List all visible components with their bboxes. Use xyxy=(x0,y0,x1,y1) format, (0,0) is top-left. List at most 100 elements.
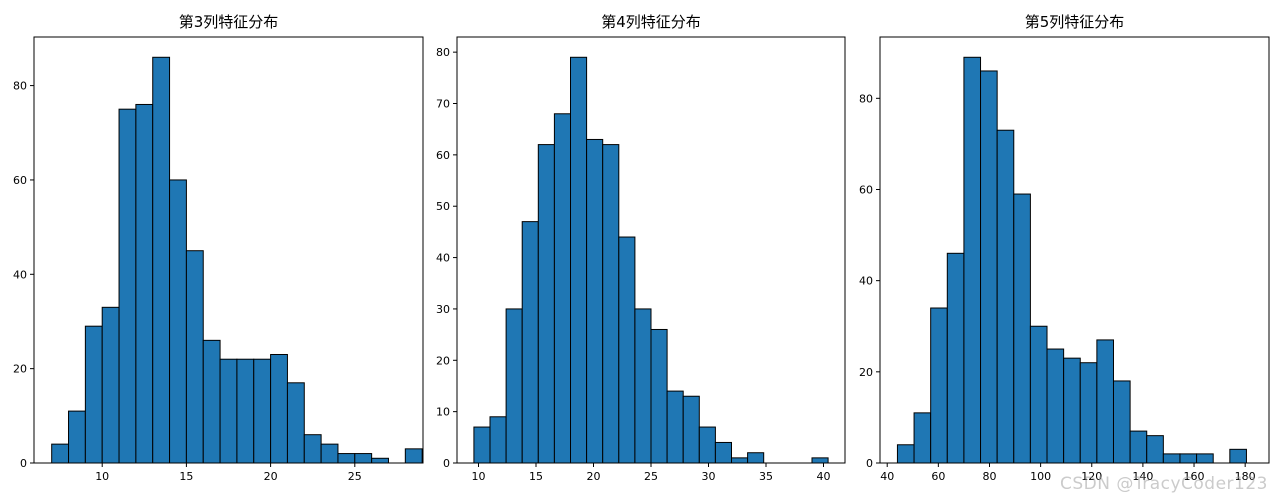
histogram-bar xyxy=(473,426,491,464)
histogram-bar xyxy=(84,325,103,464)
histogram-bar xyxy=(286,382,305,464)
axes-frame xyxy=(879,36,1270,464)
x-tick-label: 140 xyxy=(1132,470,1153,483)
histogram-bar xyxy=(666,390,684,464)
y-tick-label: 60 xyxy=(859,183,873,196)
y-tick-label: 60 xyxy=(13,174,27,187)
x-tick-label: 20 xyxy=(264,470,278,483)
y-tick-label: 20 xyxy=(13,363,27,376)
histogram-bar xyxy=(354,453,373,464)
chart-title: 第4列特征分布 xyxy=(601,13,701,31)
histogram-bar xyxy=(202,339,221,464)
histogram-bar xyxy=(1162,453,1181,464)
histogram-bar xyxy=(913,412,932,464)
histogram-bar xyxy=(963,56,982,464)
histogram-bar xyxy=(135,103,154,464)
x-tick-label: 15 xyxy=(529,470,543,483)
histogram-bar xyxy=(980,70,998,464)
histogram-bar xyxy=(553,113,572,464)
y-tick-label: 70 xyxy=(436,98,450,111)
x-tick-label: 180 xyxy=(1235,470,1256,483)
histogram-bar xyxy=(404,448,423,464)
histogram-bar xyxy=(118,108,137,464)
histogram-bar xyxy=(169,179,187,464)
y-tick-label: 60 xyxy=(436,149,450,162)
histogram-bar xyxy=(1129,430,1148,464)
histogram-bar xyxy=(68,410,86,464)
x-tick-label: 100 xyxy=(1030,470,1051,483)
chart-title: 第3列特征分布 xyxy=(179,13,279,31)
x-tick-label: 30 xyxy=(701,470,715,483)
y-tick-label: 20 xyxy=(859,366,873,379)
histogram-bar xyxy=(101,306,120,464)
histogram-bar xyxy=(270,353,288,464)
histogram-bar xyxy=(1013,193,1031,464)
x-tick-label: 35 xyxy=(759,470,773,483)
histogram-bar xyxy=(634,308,652,464)
y-tick-label: 80 xyxy=(436,46,450,59)
histogram-bar xyxy=(1096,339,1114,464)
x-tick-label: 15 xyxy=(179,470,193,483)
histogram-panel-5: 第5列特征分布 40 60 80 100 120 140 160 180 0 20 40 60 80 xyxy=(859,13,1270,483)
y-tick-label: 10 xyxy=(436,406,450,419)
x-tick-label: 25 xyxy=(348,470,362,483)
y-tick-label: 50 xyxy=(436,200,450,213)
histogram-bar xyxy=(337,453,356,464)
histogram-bar xyxy=(714,441,732,464)
y-tick-label: 0 xyxy=(20,457,27,470)
histogram-bar xyxy=(1196,453,1214,464)
histogram-bar xyxy=(1046,348,1065,464)
histogram-bar xyxy=(811,457,829,464)
histogram-bar xyxy=(1112,380,1131,464)
y-tick-label: 0 xyxy=(443,457,450,470)
histogram-bar xyxy=(371,457,389,464)
histogram-bar xyxy=(489,416,507,464)
histogram-bar xyxy=(650,328,668,464)
x-tick-label: 40 xyxy=(816,470,830,483)
y-tick-label: 80 xyxy=(859,92,873,105)
histogram-bar xyxy=(946,252,965,464)
histogram-bar xyxy=(521,221,539,464)
histogram-bar xyxy=(51,443,70,464)
axes-frame xyxy=(33,36,424,464)
histogram-bar xyxy=(303,434,322,464)
histogram-bar xyxy=(602,144,620,464)
histogram-panel-4: 第4列特征分布 10 15 20 25 30 35 40 0 10 20 30 40 50 60 70 80 xyxy=(436,13,846,483)
histogram-bar xyxy=(682,395,700,464)
x-tick-label: 160 xyxy=(1184,470,1205,483)
histogram-bar xyxy=(570,56,588,464)
x-tick-label: 10 xyxy=(472,470,486,483)
y-tick-label: 30 xyxy=(436,303,450,316)
histogram-bar xyxy=(698,426,716,464)
histogram-bar xyxy=(1029,325,1048,464)
histogram-bar xyxy=(618,236,636,464)
histogram-bar xyxy=(747,452,765,464)
x-tick-label: 40 xyxy=(880,470,894,483)
watermark: CSDN @TracyCoder123 xyxy=(1059,474,1268,494)
y-tick-label: 0 xyxy=(866,457,873,470)
histogram-bar xyxy=(1079,362,1098,464)
x-tick-label: 80 xyxy=(982,470,996,483)
histogram-bar xyxy=(586,138,604,464)
histogram-bar xyxy=(730,457,749,464)
x-tick-label: 10 xyxy=(95,470,109,483)
histogram-panel-3: 第3列特征分布 10 15 20 25 0 20 40 60 80 xyxy=(13,13,424,483)
histogram-bar xyxy=(996,129,1015,464)
histogram-bar xyxy=(320,443,339,464)
histogram-bar xyxy=(896,444,915,464)
x-tick-label: 20 xyxy=(587,470,601,483)
histogram-bar xyxy=(1146,435,1164,464)
y-tick-label: 40 xyxy=(436,252,450,265)
histogram-bar xyxy=(236,358,255,464)
histogram-bar xyxy=(1229,448,1247,464)
histogram-bar xyxy=(505,308,523,464)
histogram-bar xyxy=(185,250,204,464)
y-tick-label: 40 xyxy=(859,275,873,288)
x-tick-label: 120 xyxy=(1081,470,1102,483)
histogram-bar xyxy=(253,358,272,464)
histogram-bar xyxy=(219,358,238,464)
histogram-bar xyxy=(1063,357,1081,464)
x-tick-label: 60 xyxy=(931,470,945,483)
histogram-bar xyxy=(537,144,555,464)
y-tick-label: 40 xyxy=(13,268,27,281)
